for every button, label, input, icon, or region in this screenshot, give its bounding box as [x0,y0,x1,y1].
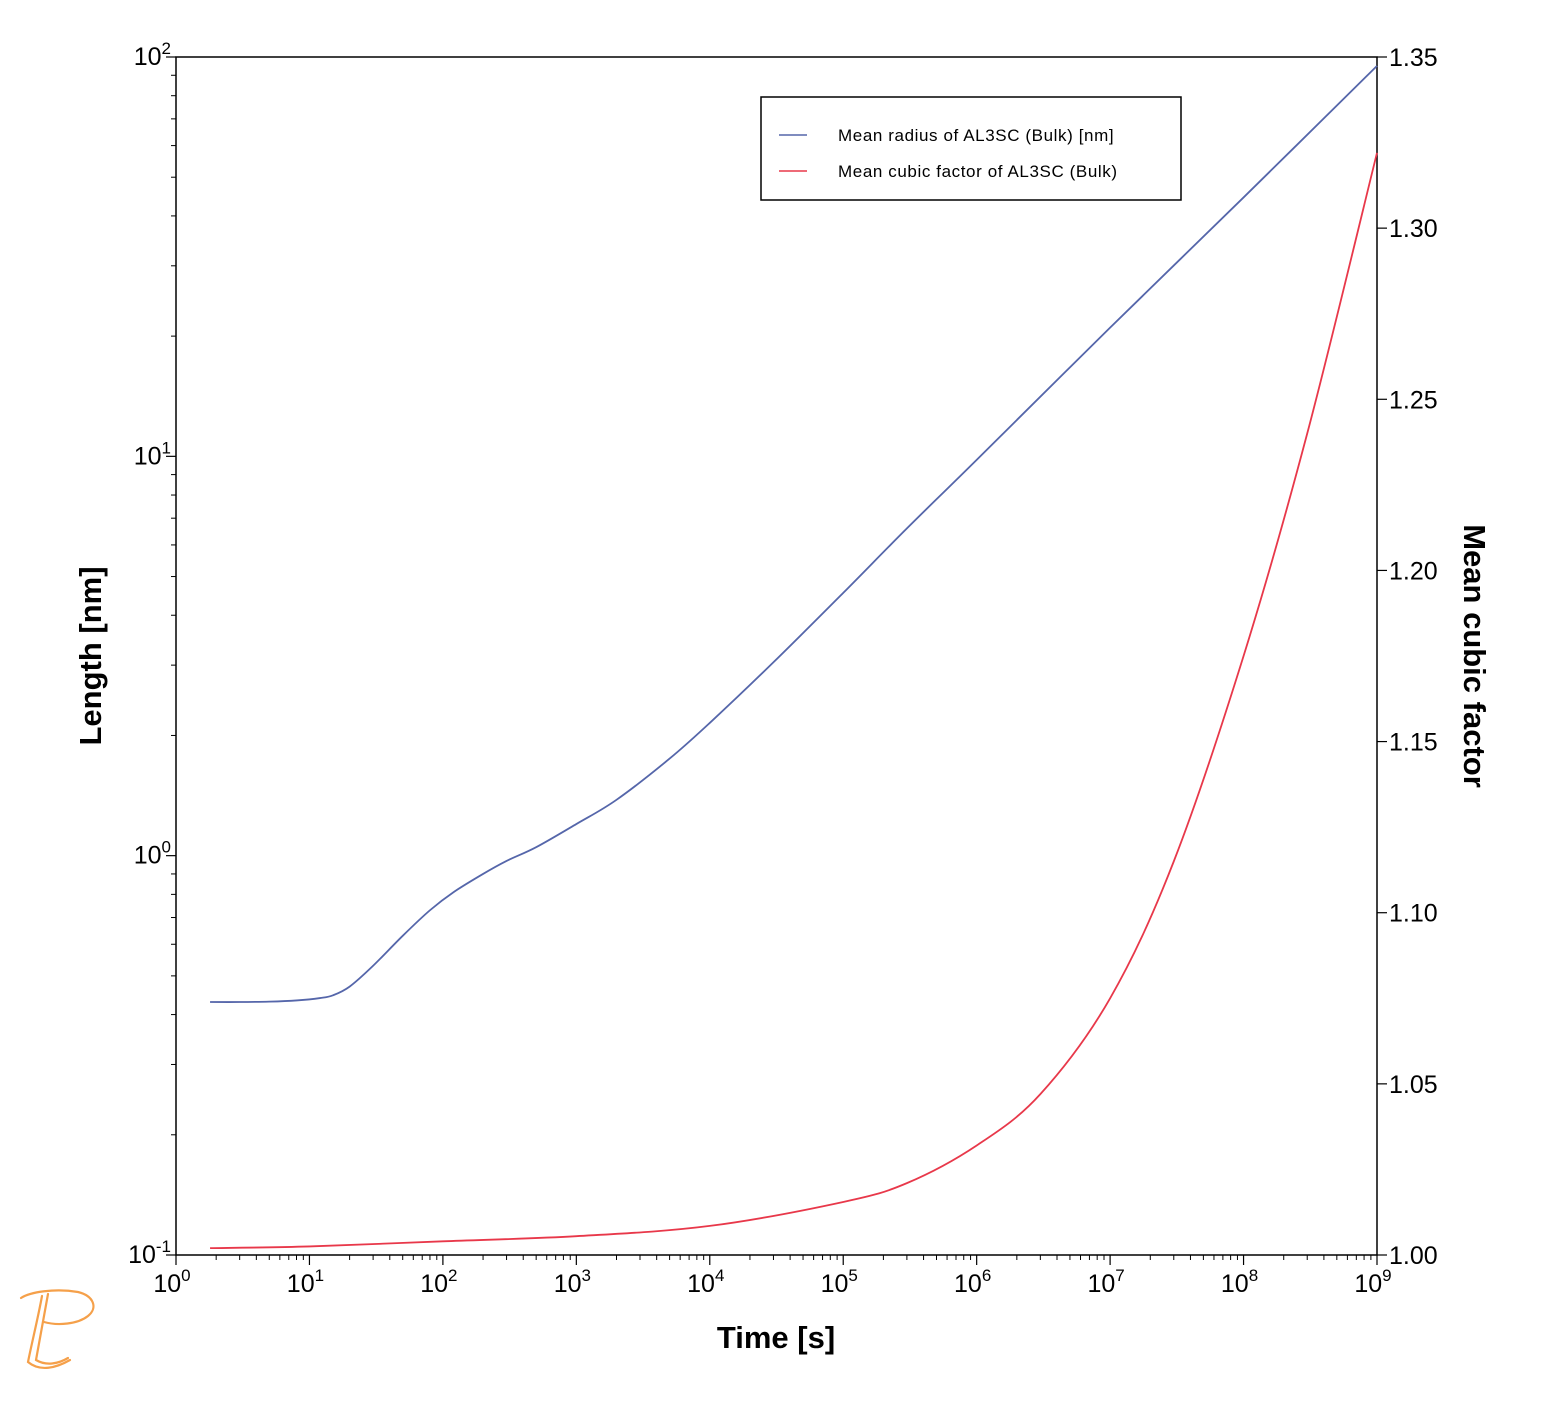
y-right-tick-label: 1.00 [1389,1242,1438,1270]
series-group [210,65,1378,1250]
y-left-tick-label: 100 [134,838,171,870]
legend-box [760,96,1182,201]
x-tick-label: 103 [554,1266,591,1298]
x-tick-label: 104 [687,1266,724,1298]
thermo-calc-logo-icon [19,1289,95,1369]
x-tick-label: 107 [1087,1266,1124,1298]
y-right-tick-label: 1.10 [1389,900,1438,928]
y-left-tick-label: 102 [134,39,171,71]
legend-label-radius: Mean radius of AL3SC (Bulk) [nm] [838,126,1114,145]
x-tick-label: 105 [821,1266,858,1298]
y-right-tick-label: 1.25 [1389,386,1438,414]
ticks-group: 100 101 102 103 104 105 106 107 108 10910-1100101… [128,39,1438,1298]
series-line-mean-cubic-factor [210,152,1378,1250]
y-right-tick-label: 1.30 [1389,215,1438,243]
y-axis-left-title: Length [nm] [73,566,108,745]
series-line-mean-radius [210,65,1378,1003]
y-right-tick-label: 1.15 [1389,729,1438,757]
legend-label-cubic: Mean cubic factor of AL3SC (Bulk) [838,162,1118,181]
y-left-tick-label: 101 [134,438,171,470]
y-right-tick-label: 1.20 [1389,557,1438,585]
x-tick-label: 108 [1221,1266,1258,1298]
x-axis-title: Time [s] [717,1320,835,1355]
y-right-tick-label: 1.05 [1389,1071,1438,1099]
x-tick-label: 102 [420,1266,457,1298]
y-left-tick-label: 10-1 [128,1237,171,1269]
legend: Mean radius of AL3SC (Bulk) [nm] Mean cu… [760,96,1182,201]
x-tick-label: 101 [287,1266,324,1298]
x-tick-label: 109 [1354,1266,1391,1298]
y-right-tick-label: 1.35 [1389,44,1438,72]
y-axis-right-title: Mean cubic factor [1457,524,1492,788]
plot-area [175,56,1378,1256]
x-tick-label: 100 [153,1266,190,1298]
x-tick-label: 106 [954,1266,991,1298]
